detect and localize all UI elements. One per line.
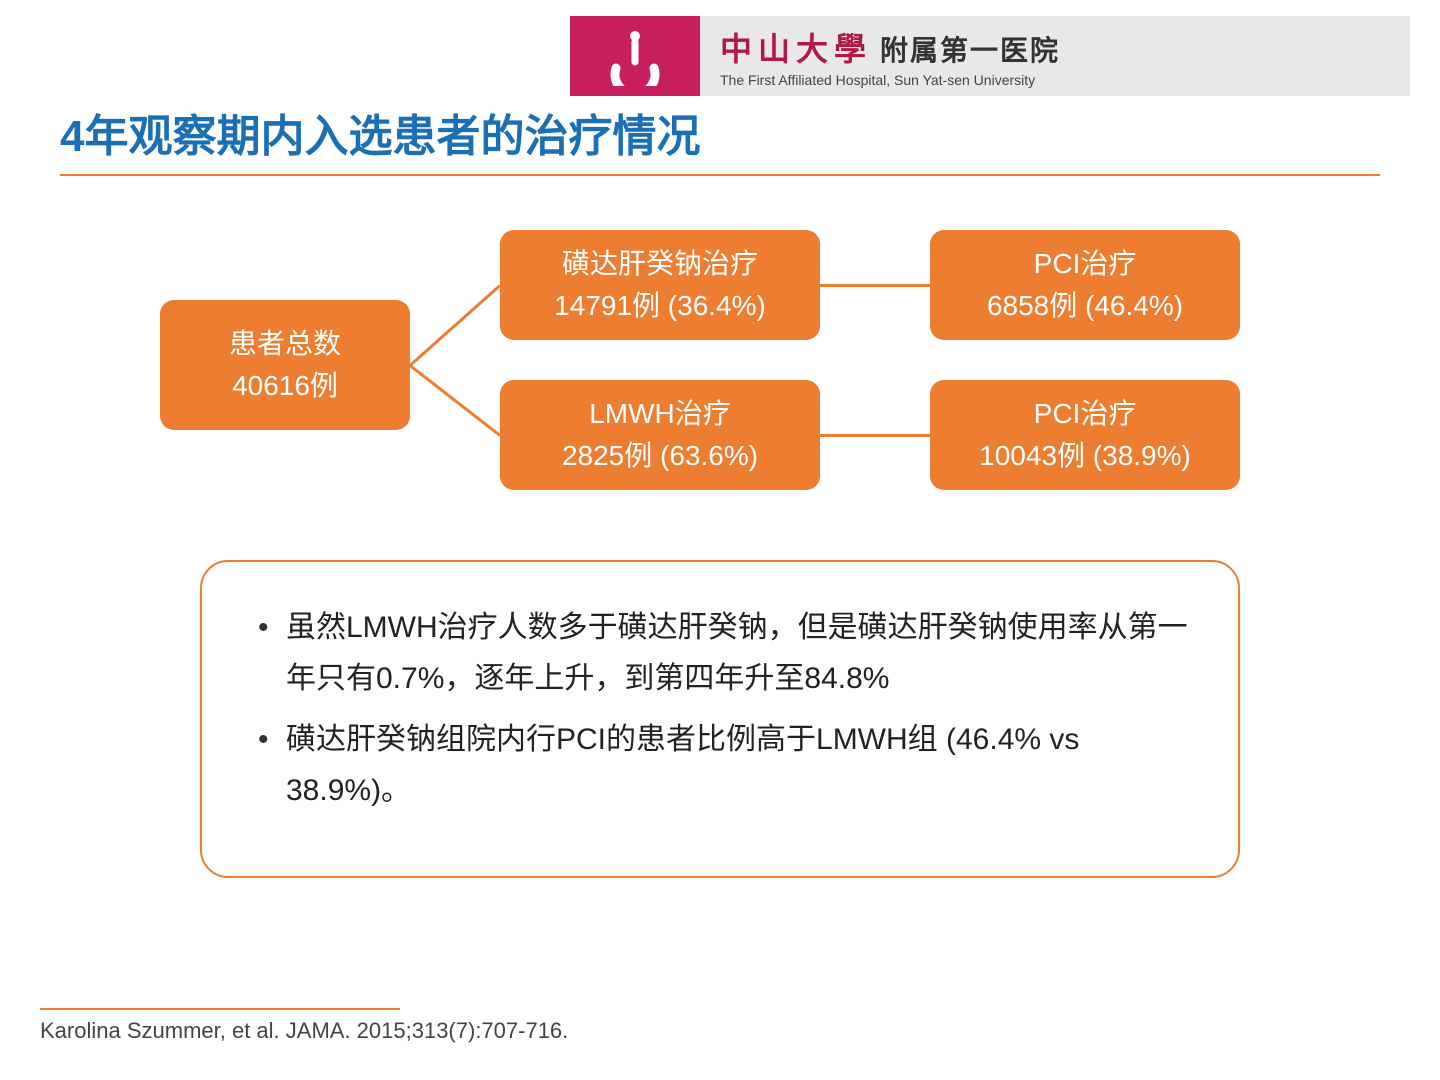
hospital-name-block: 中山大學 附属第一医院 The First Affiliated Hospita… [700,24,1060,88]
note-item: 磺达肝癸钠组院内行PCI的患者比例高于LMWH组 (46.4% vs 38.9%… [252,714,1188,816]
notes-box: 虽然LMWH治疗人数多于磺达肝癸钠，但是磺达肝癸钠使用率从第一年只有0.7%，逐… [200,560,1240,878]
note-item: 虽然LMWH治疗人数多于磺达肝癸钠，但是磺达肝癸钠使用率从第一年只有0.7%，逐… [252,602,1188,704]
flow-edge [820,434,930,437]
title-underline [60,174,1380,176]
university-name: 中山大學 [720,24,872,70]
title-block: 4年观察期内入选患者的治疗情况 [60,100,1380,176]
hospital-banner: 中山大學 附属第一医院 The First Affiliated Hospita… [570,16,1410,96]
hospital-suffix: 附属第一医院 [880,29,1060,69]
citation-block: Karolina Szummer, et al. JAMA. 2015;313(… [40,1008,568,1044]
page-title: 4年观察期内入选患者的治疗情况 [60,100,1380,170]
logo-icon [596,26,674,86]
hospital-name-cn: 中山大學 附属第一医院 [720,24,1060,70]
flow-node-root: 患者总数40616例 [160,300,410,430]
flow-edge [820,284,930,287]
citation-text: Karolina Szummer, et al. JAMA. 2015;313(… [40,1018,568,1044]
flow-node-b1: PCI治疗6858例 (46.4%) [930,230,1240,340]
flow-edge [409,284,501,366]
flow-node-a2: LMWH治疗2825例 (63.6%) [500,380,820,490]
flowchart: 患者总数40616例磺达肝癸钠治疗14791例 (36.4%) LMWH治疗282… [0,230,1440,530]
flow-node-a1: 磺达肝癸钠治疗14791例 (36.4%) [500,230,820,340]
flow-node-b2: PCI治疗10043例 (38.9%) [930,380,1240,490]
hospital-logo [570,16,700,96]
citation-line [40,1008,400,1010]
hospital-name-en: The First Affiliated Hospital, Sun Yat-s… [720,72,1060,88]
flow-edge [409,364,501,436]
notes-list: 虽然LMWH治疗人数多于磺达肝癸钠，但是磺达肝癸钠使用率从第一年只有0.7%，逐… [252,602,1188,816]
